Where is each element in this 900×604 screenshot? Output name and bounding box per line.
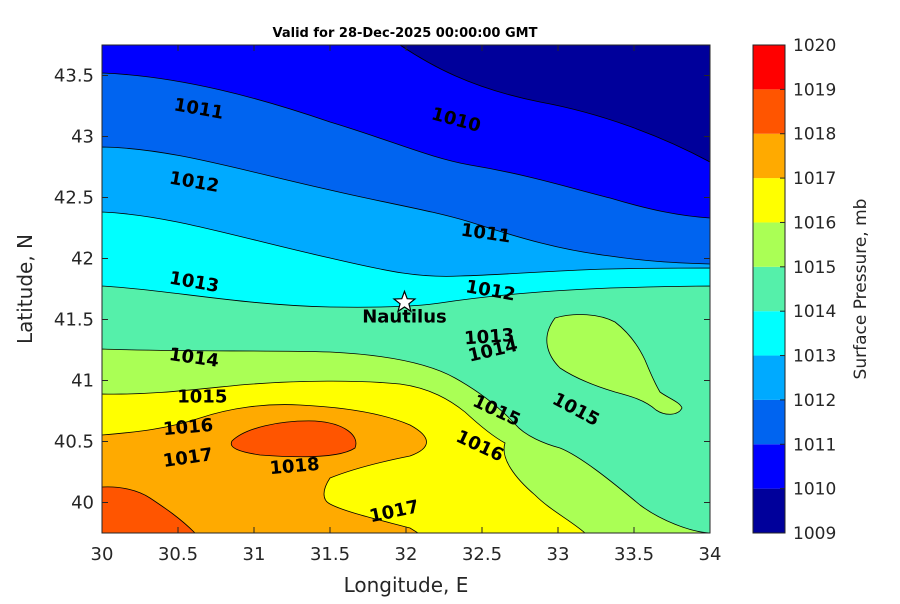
colorbar-tick-label: 1011 — [793, 435, 836, 455]
y-tick-label: 40.5 — [54, 432, 94, 453]
nautilus-marker: Nautilus — [362, 289, 447, 327]
colorbar-tick-label: 1018 — [793, 125, 836, 145]
contour-label-1018: 1018 — [269, 454, 321, 479]
colorbar-swatch-1019 — [753, 45, 785, 90]
colorbar-swatch-1010 — [753, 444, 785, 489]
colorbar-swatch-1009 — [753, 488, 785, 533]
chart-title: Valid for 28-Dec-2025 00:00:00 GMT — [273, 26, 538, 41]
colorbar-tick-label: 1009 — [793, 524, 836, 544]
colorbar-swatch-1018 — [753, 89, 785, 134]
x-tick-label: 31.5 — [310, 544, 350, 565]
contour-plot-area — [102, 45, 710, 533]
y-tick-label: 42.5 — [54, 188, 94, 209]
y-tick-label: 43.5 — [54, 66, 94, 87]
x-tick-label: 32.5 — [462, 544, 502, 565]
colorbar-frame — [752, 44, 786, 534]
colorbar-swatch-1012 — [753, 355, 785, 400]
band-1018-southwest — [102, 486, 196, 533]
x-tick-label: 33 — [547, 544, 570, 565]
colorbar-swatch-1015 — [753, 222, 785, 267]
y-tick-label: 43 — [71, 127, 94, 148]
colorbar-tick-label: 1020 — [793, 36, 836, 56]
contour-label-1013: 1013 — [463, 325, 514, 349]
y-tick-label: 41.5 — [54, 310, 94, 331]
colorbar-tick-label: 1014 — [793, 302, 836, 322]
colorbar-label: Surface Pressure, mb — [851, 199, 871, 380]
colorbar-tick-label: 1015 — [793, 258, 836, 278]
x-tick-label: 31 — [243, 544, 266, 565]
x-tick-label: 34 — [699, 544, 722, 565]
x-tick-label: 33.5 — [614, 544, 654, 565]
colorbar-tick-label: 1016 — [793, 213, 836, 233]
colorbar-tick-label: 1017 — [793, 169, 836, 189]
x-tick-label: 30.5 — [158, 544, 198, 565]
colorbar-tick-label: 1012 — [793, 391, 836, 411]
contour-label-1015: 1015 — [177, 386, 227, 407]
band-1018 — [230, 420, 357, 458]
y-axis: 40 40.5 41 41.5 42 42.5 43 43.5 — [54, 66, 710, 514]
x-tick-label: 32 — [395, 544, 418, 565]
y-tick-label: 42 — [71, 249, 94, 270]
y-tick-label: 40 — [71, 493, 94, 514]
star-icon — [392, 289, 417, 313]
colorbar-tick-label: 1013 — [793, 347, 836, 367]
marker-label: Nautilus — [362, 306, 447, 327]
colorbar-swatch-1011 — [753, 399, 785, 445]
colorbar-swatch-1014 — [753, 266, 785, 312]
x-axis: 30 30.5 31 31.5 32 32.5 33 33.5 34 — [91, 45, 722, 565]
colorbar-swatch-1013 — [753, 311, 785, 356]
colorbar-swatch-1016 — [753, 178, 785, 223]
x-tick-label: 30 — [91, 544, 114, 565]
band-1015-island — [546, 314, 683, 415]
colorbar-swatch-1017 — [753, 133, 785, 179]
colorbar-tick-label: 1019 — [793, 80, 836, 100]
contour-label-1016: 1016 — [162, 415, 214, 440]
colorbar: 1009 1010 1011 1012 1013 1014 1015 1016 1017 1018… — [752, 36, 836, 544]
y-axis-label: Latitude, N — [13, 234, 37, 344]
y-tick-label: 41 — [71, 371, 94, 392]
x-axis-label: Longitude, E — [344, 573, 469, 597]
colorbar-tick-label: 1010 — [793, 480, 836, 500]
